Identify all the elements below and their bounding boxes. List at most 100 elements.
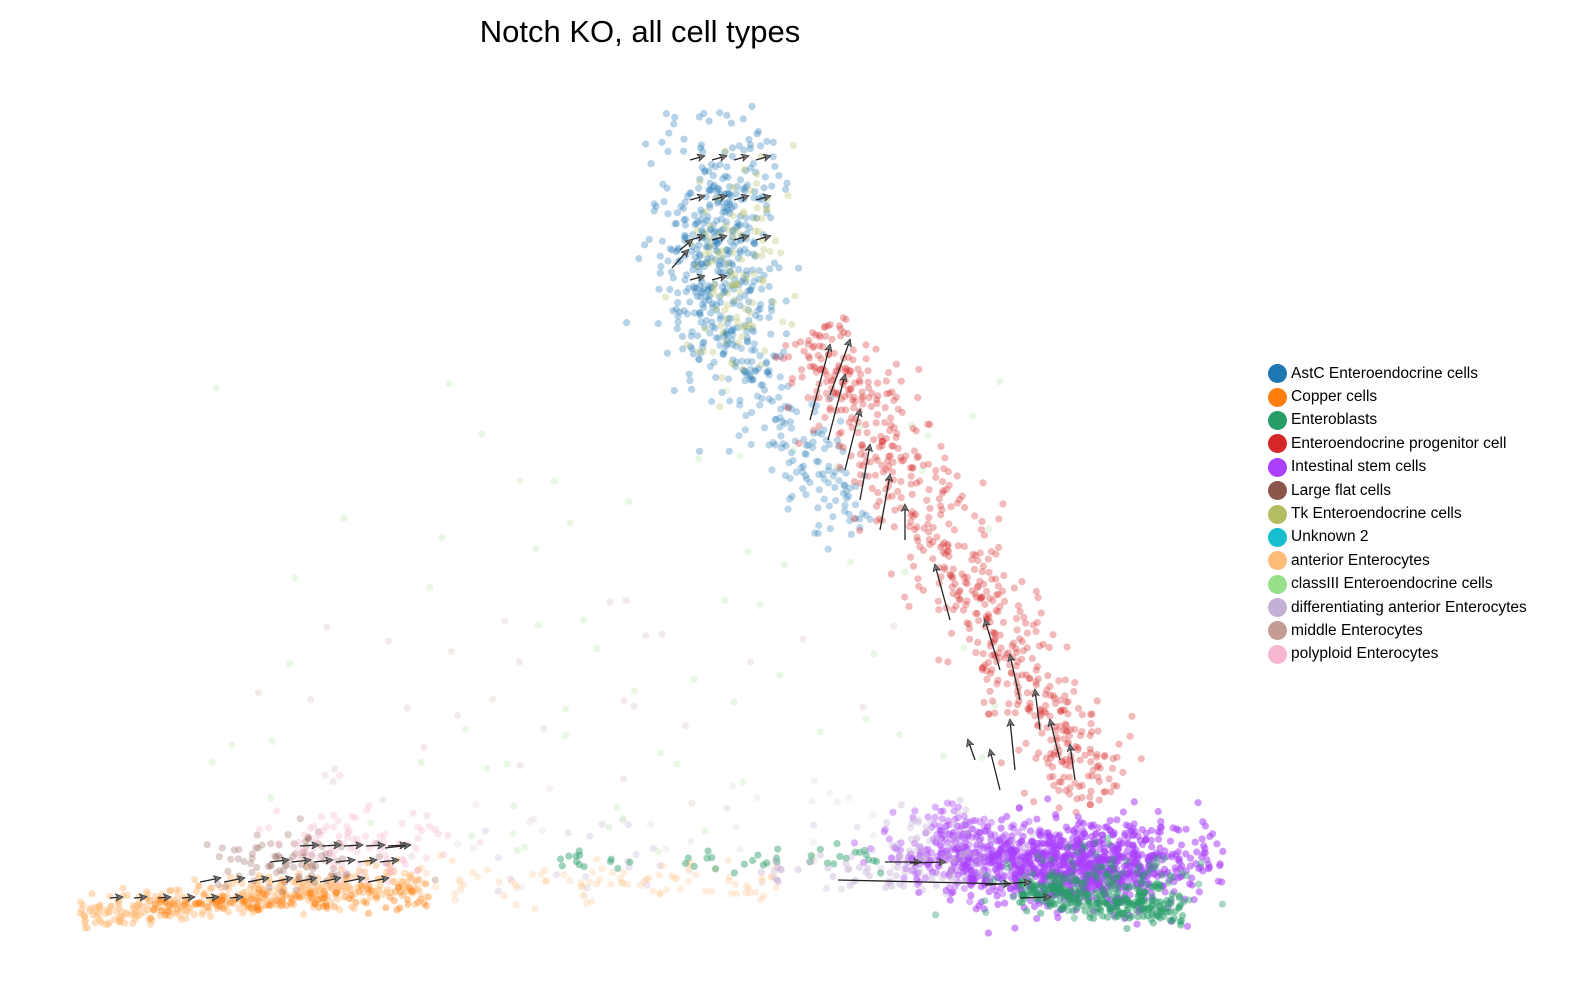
cell-point [362,806,371,814]
cell-point [953,472,961,480]
cell-point [1151,864,1159,872]
cell-point [622,596,630,604]
cell-point [724,301,732,309]
cell-point [934,597,942,605]
cell-point [278,888,286,896]
cell-point [816,845,824,853]
cell-point [821,413,829,421]
cell-point [688,799,696,807]
cell-point [712,865,720,873]
cell-point [1050,874,1058,883]
cell-point [407,871,415,879]
cell-point [386,866,394,874]
cell-point [413,867,421,876]
cell-point [388,863,396,871]
cell-point [859,400,867,408]
cell-point [96,915,104,924]
cell-point [333,895,342,903]
cell-point [908,508,916,516]
cell-point [823,371,831,379]
cell-point [733,313,741,321]
cell-point [311,899,319,908]
cell-point [859,703,867,711]
cell-point [724,260,732,268]
cell-point [1055,778,1063,786]
cell-point [680,135,688,143]
cell-point [259,889,267,897]
cell-point [513,846,521,854]
cell-point [1015,697,1023,705]
cell-point [379,796,387,804]
cell-point [1076,894,1084,902]
cell-point [414,834,422,843]
cell-point [799,485,807,493]
cell-point [972,905,980,913]
cell-point [252,880,261,888]
cell-point [304,835,313,843]
cell-point [279,889,287,897]
cell-point [275,886,284,894]
cell-point [747,187,755,195]
cell-point [95,909,103,917]
cell-point [706,225,714,233]
cell-point [790,446,798,454]
cell-point [745,316,753,324]
cell-point [1032,587,1040,596]
cell-point [851,398,859,406]
cell-point [705,296,713,304]
cell-point [862,421,870,429]
cell-point [707,160,716,169]
cell-point [620,869,628,877]
cell-point [1045,643,1053,652]
cell-point [685,284,693,292]
cell-point [999,500,1007,508]
cell-point [253,903,261,912]
cell-point [716,341,724,350]
cell-point [362,882,370,890]
cell-point [566,876,574,885]
cell-point [706,222,715,230]
cell-point [723,804,731,812]
embedding-scatter-plot [76,102,1227,937]
cell-point [872,419,880,427]
cell-point [735,432,743,440]
cell-point [779,318,787,326]
cell-point [585,878,594,886]
cell-point [939,851,947,859]
cell-point [791,292,799,300]
cell-point [802,441,811,449]
cell-point [898,408,906,417]
cell-point [748,357,756,366]
cell-point [1183,922,1192,930]
cell-point [1018,578,1026,586]
cell-point [366,893,374,901]
cell-point [254,904,263,912]
cell-point [733,324,741,332]
cell-point [1138,851,1146,859]
cell-point [1002,852,1010,860]
cell-point [761,173,769,181]
cell-point [1115,740,1123,748]
cell-point [101,910,109,918]
cell-point [659,180,667,188]
legend-item: Copper cells [1268,385,1527,408]
cell-point [1009,821,1018,829]
cell-point [739,115,747,123]
cell-point [937,442,945,450]
cell-point [1087,710,1095,719]
cell-point [247,891,255,899]
cell-point [625,863,633,872]
cell-point [712,228,720,236]
cell-point [454,840,462,848]
cell-point [318,883,326,891]
cell-point [960,885,968,893]
cell-point [831,483,839,491]
cell-point [991,875,999,884]
cell-point [660,198,668,206]
cell-point [896,730,904,739]
cell-point [720,203,728,212]
cell-point [712,256,720,264]
cell-point [288,898,297,906]
cell-point [1052,831,1060,839]
cell-point [692,871,700,879]
